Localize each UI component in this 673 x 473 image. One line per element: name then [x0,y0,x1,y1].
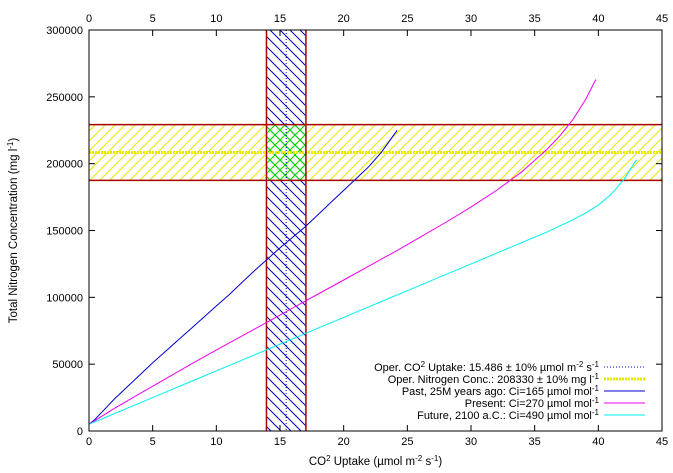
legend-label-2-part: Past, 25M years ago: Ci=165 µmol mol [402,386,592,398]
legend-label-1-part: -1 [592,372,600,381]
legend-label-0: Oper. CO2 Uptake: 15.486 ± 10% µmol m-2 … [374,360,599,375]
legend-label-3-part: -1 [592,396,600,405]
legend-label-4: Future, 2100 a.C.: Ci=490 µmol mol-1 [417,408,599,423]
x2-tick-label: 45 [656,13,668,25]
series-line-1 [89,79,597,425]
x-tick-label: 15 [274,436,286,448]
x2-tick-label: 15 [274,13,286,25]
x2-tick-label: 5 [150,13,156,25]
legend-label-0-part: 2 [421,360,426,369]
legend-label-1: Oper. Nitrogen Conc.: 208330 ± 10% mg l-… [388,372,600,387]
legend-label-0-part: Oper. CO [374,362,421,374]
x-axis-title-part: -2 [415,454,423,463]
legend-label-0-part: s [583,362,592,374]
x-tick-label: 40 [592,436,604,448]
x-axis-title-part: Uptake (µmol m [331,456,416,468]
y-tick-label: 0 [77,426,83,438]
legend-label-0-part: Uptake: 15.486 ± 10% µmol m [425,362,576,374]
axes: 0 5 10 15 20 25 30 35 40 45 0 5 10 15 20 25 30 35 40 45 0 500… [6,13,669,468]
x-axis-title-part: CO [309,456,326,468]
x-tick-label: 35 [529,436,541,448]
legend-label-0-part: -1 [592,360,600,369]
y-tick-label: 50000 [52,359,83,371]
legend-label-4-part: Future, 2100 a.C.: Ci=490 µmol mol [417,410,592,422]
x2-tick-label: 20 [338,13,350,25]
legend-label-4-part: -1 [592,408,600,417]
x-axis-title: CO2 Uptake (µmol m-2 s-1) [309,454,443,469]
y-tick-label: 100000 [46,292,83,304]
x-axis-title-part: 2 [326,454,331,463]
x-tick-label: 30 [465,436,477,448]
legend-label-0-part: -2 [576,360,584,369]
y-axis-title-part: -1 [6,141,15,149]
y-tick-label: 300000 [46,25,83,37]
legend-label-2: Past, 25M years ago: Ci=165 µmol mol-1 [402,384,600,399]
x-tick-label: 45 [656,436,668,448]
y-axis-title-part: ) [8,138,20,142]
y-tick-label: 200000 [46,159,83,171]
y-axis-title: Total Nitrogen Concentration (mg l-1) [6,138,21,324]
x2-tick-label: 30 [465,13,477,25]
legend-label-2-part: -1 [592,384,600,393]
series-line-2 [89,159,637,425]
x-tick-label: 20 [338,436,350,448]
y-axis-title-part: Total Nitrogen Concentration (mg l [8,149,20,324]
legend-label-3: Present: Ci=270 µmol mol-1 [465,396,600,411]
x2-tick-label: 40 [592,13,604,25]
x2-tick-label: 10 [210,13,222,25]
x2-tick-label: 0 [86,13,92,25]
series-lines [89,79,637,425]
legend-label-1-part: Oper. Nitrogen Conc.: 208330 ± 10% mg l [388,374,592,386]
x2-tick-label: 25 [401,13,413,25]
x-axis-title-part: s [422,456,431,468]
operating-bands [89,30,662,431]
x-tick-label: 0 [86,436,92,448]
y-tick-label: 150000 [46,226,83,238]
x-tick-label: 5 [150,436,156,448]
x-tick-label: 10 [210,436,222,448]
legend-label-3-part: Present: Ci=270 µmol mol [465,398,592,410]
y-tick-label: 250000 [46,92,83,104]
legend: Oper. CO2 Uptake: 15.486 ± 10% µmol m-2 … [374,360,645,423]
x-axis-title-part: -1 [431,454,439,463]
x2-tick-label: 35 [529,13,541,25]
series-line-0 [89,130,398,425]
x-axis-title-part: ) [438,456,442,468]
x-tick-label: 25 [401,436,413,448]
